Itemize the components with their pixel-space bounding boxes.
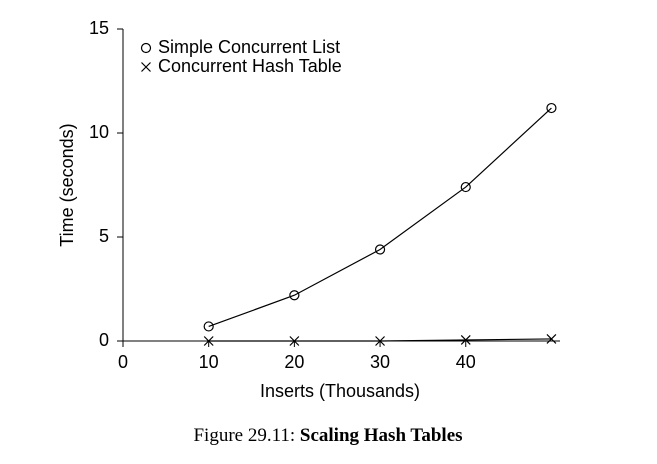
x-axis-label: Inserts (Thousands) xyxy=(260,381,420,401)
legend-label: Simple Concurrent List xyxy=(158,37,340,57)
marker xyxy=(546,102,557,114)
marker xyxy=(460,181,471,193)
marker xyxy=(289,290,300,301)
marker xyxy=(203,336,214,346)
x-tick-label: 30 xyxy=(370,352,390,372)
marker xyxy=(141,62,151,72)
y-tick-label: 5 xyxy=(99,226,109,246)
legend-label: Concurrent Hash Table xyxy=(158,56,342,76)
series-line xyxy=(208,107,552,328)
marker xyxy=(289,336,300,346)
y-axis-label: Time (seconds) xyxy=(57,123,77,246)
x-tick-label: 0 xyxy=(118,352,128,372)
x-tick-label: 20 xyxy=(284,352,304,372)
y-tick-label: 10 xyxy=(89,122,109,142)
y-tick-label: 15 xyxy=(89,18,109,38)
caption-title: Scaling Hash Tables xyxy=(300,425,463,446)
x-tick-label: 40 xyxy=(456,352,476,372)
y-tick-label: 0 xyxy=(99,330,109,350)
marker xyxy=(203,321,214,332)
marker xyxy=(460,335,471,345)
x-tick-label: 10 xyxy=(199,352,219,372)
marker xyxy=(374,244,386,255)
caption-label: Figure 29.11: xyxy=(193,425,295,446)
marker xyxy=(546,333,557,344)
marker xyxy=(375,336,385,346)
marker xyxy=(140,42,152,54)
caption: Figure 29.11: Scaling Hash Tables xyxy=(193,425,462,446)
